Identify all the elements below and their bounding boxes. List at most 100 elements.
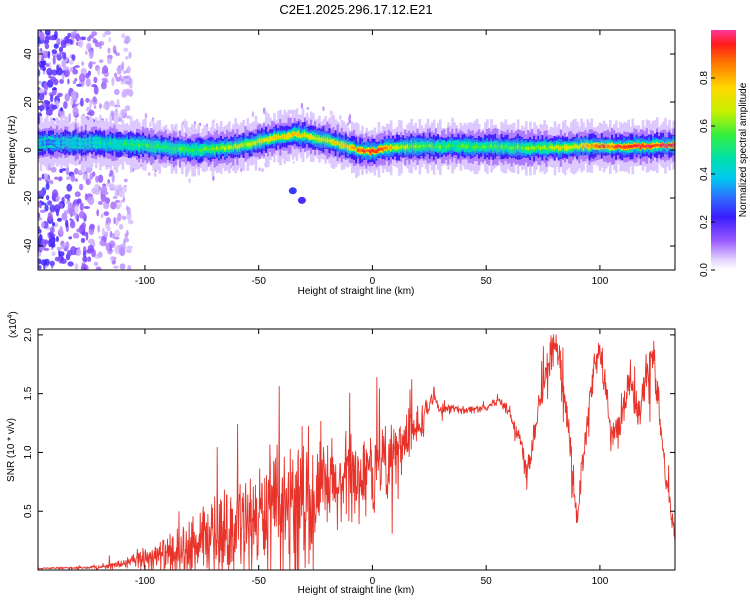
noise-speck	[63, 68, 70, 78]
ridge-cell	[672, 143, 675, 147]
ridge-cell	[312, 136, 315, 139]
ridge-cell	[494, 144, 497, 148]
noise-speck	[115, 76, 122, 82]
ridge-cell	[115, 142, 119, 147]
ridge-cell	[471, 145, 475, 149]
noise-speck	[63, 101, 68, 109]
noise-speck	[57, 217, 62, 222]
ridge-cell	[453, 144, 456, 148]
noise-speck	[38, 36, 41, 44]
noise-speck	[128, 51, 132, 59]
ridge-cell	[99, 141, 102, 145]
ridge-cell	[578, 145, 581, 149]
ridge-cell	[127, 143, 131, 147]
noise-speck	[107, 222, 110, 230]
noise-speck	[48, 61, 52, 71]
noise-speck	[108, 173, 112, 177]
noise-speck	[56, 38, 61, 45]
noise-speck	[100, 194, 107, 202]
noise-speck	[93, 76, 98, 84]
noise-speck	[105, 197, 110, 204]
noise-speck	[70, 218, 74, 226]
ridge-cell	[351, 146, 354, 149]
noise-speck	[98, 59, 104, 63]
noise-speck	[110, 201, 117, 210]
noise-speck	[72, 103, 79, 107]
noise-speck	[53, 43, 59, 49]
noise-speck	[81, 36, 87, 41]
noise-speck	[95, 175, 99, 183]
noise-speck	[61, 60, 67, 68]
ridge-cell	[162, 145, 166, 149]
snr-y-ticks: 0.5 1.0 1.5 2.0	[23, 327, 675, 518]
ridge-cell	[662, 143, 665, 147]
noise-speck	[52, 87, 57, 91]
ridge-cell	[355, 148, 358, 152]
noise-speck	[88, 62, 93, 69]
x-tick-label: -100	[135, 276, 155, 287]
noise-speck	[40, 259, 47, 266]
y-tick-label: 40	[23, 48, 34, 60]
noise-speck	[55, 197, 59, 202]
snr-series-line	[38, 334, 675, 570]
ridge-cell	[621, 145, 624, 149]
noise-speck	[99, 43, 102, 50]
ridge-cell	[283, 135, 286, 139]
noise-speck	[119, 263, 126, 270]
noise-speck	[93, 261, 99, 266]
noise-speck	[93, 105, 97, 109]
noise-speck	[71, 54, 76, 61]
ridge-cell	[166, 146, 170, 149]
x-tick-label: 50	[481, 276, 493, 287]
noise-speck	[43, 173, 48, 181]
ridge-cell	[469, 145, 473, 149]
ridge-cell	[133, 143, 137, 147]
ridge-cell	[52, 141, 55, 145]
ridge-cell	[64, 140, 67, 144]
noise-speck	[123, 238, 127, 245]
noise-speck	[149, 121, 152, 128]
spectrogram-y-ticks: 40 20 0 -20 -40	[23, 48, 675, 253]
ridge-cell	[631, 145, 635, 148]
noise-speck	[61, 243, 66, 250]
ridge-cell	[428, 143, 432, 148]
ridge-cell	[555, 145, 559, 149]
noise-speck	[123, 47, 129, 52]
ridge-cell	[541, 146, 544, 149]
noise-speck	[126, 245, 131, 254]
x-tick-label: -100	[135, 576, 155, 587]
noise-speck	[84, 193, 88, 201]
ridge-cell	[600, 144, 604, 148]
ridge-cell	[332, 140, 336, 144]
snr-plot-area	[38, 329, 675, 570]
ridge-cell	[576, 144, 579, 149]
ridge-cell	[606, 144, 610, 148]
ridge-cell	[119, 142, 123, 147]
ridge-cell	[629, 145, 632, 148]
noise-speck	[112, 232, 115, 239]
ridge-cell	[207, 147, 211, 151]
noise-speck	[88, 228, 95, 236]
ridge-cell	[559, 146, 563, 150]
ridge-cell	[314, 136, 317, 140]
noise-speck	[57, 92, 63, 97]
ridge-cell	[484, 145, 487, 149]
ridge-cell	[346, 145, 350, 149]
noise-speck	[58, 46, 64, 53]
noise-speck	[262, 107, 266, 114]
ridge-cell	[222, 146, 225, 149]
ridge-cell	[508, 146, 512, 150]
ridge-cell	[615, 145, 618, 149]
ridge-cell	[138, 144, 141, 147]
noise-speck	[60, 107, 63, 112]
noise-speck	[101, 227, 105, 237]
ridge-cell	[592, 144, 596, 148]
noise-speck	[70, 174, 76, 182]
noise-speck	[123, 70, 127, 74]
noise-speck	[38, 69, 41, 77]
noise-speck	[47, 200, 53, 206]
ridge-cell	[56, 140, 59, 144]
ridge-cell	[279, 136, 282, 139]
noise-speck	[39, 209, 47, 213]
ridge-cell	[103, 142, 106, 146]
